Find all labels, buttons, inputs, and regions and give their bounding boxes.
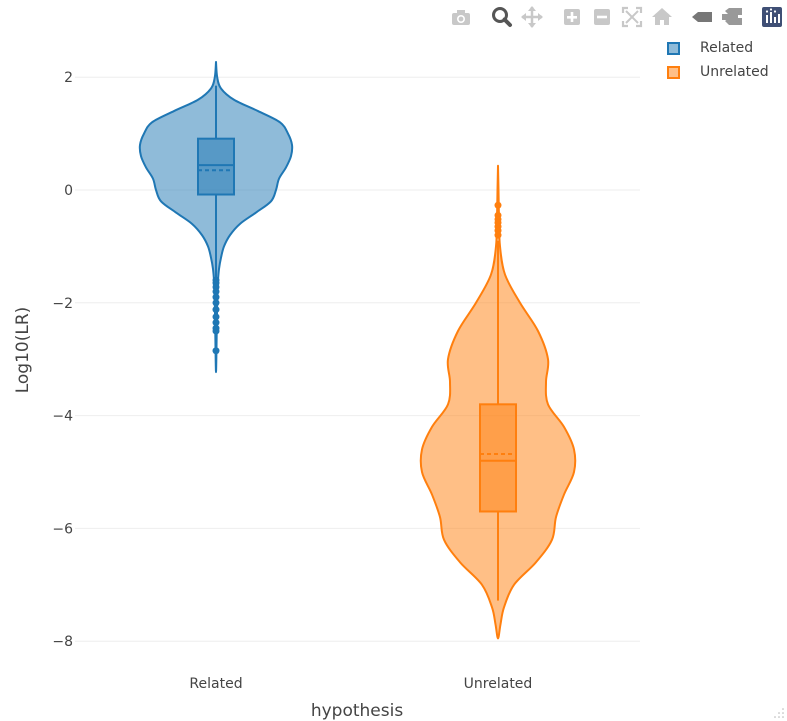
outlier-point[interactable] xyxy=(212,319,220,327)
legend-label-related: Related xyxy=(700,40,754,56)
hover-compare-icon[interactable] xyxy=(719,4,745,30)
x-tick-label: Unrelated xyxy=(464,676,533,692)
spike-lines-icon[interactable] xyxy=(689,4,715,30)
violin-unrelated[interactable] xyxy=(419,164,577,640)
y-tick-label: −2 xyxy=(52,296,73,312)
zoom-icon[interactable] xyxy=(488,4,514,30)
outlier-point[interactable] xyxy=(212,299,220,307)
y-tick-label: −6 xyxy=(52,521,73,537)
outlier-point[interactable] xyxy=(212,306,220,314)
outlier-point[interactable] xyxy=(212,288,220,296)
legend-item-unrelated[interactable]: Unrelated xyxy=(664,62,782,86)
violin-related[interactable] xyxy=(138,60,294,374)
outlier-point[interactable] xyxy=(494,231,502,239)
outlier-point[interactable] xyxy=(212,327,220,335)
y-tick-label: −8 xyxy=(52,634,73,650)
x-tick-labels: Related Unrelated xyxy=(189,676,532,692)
camera-icon[interactable] xyxy=(448,4,474,30)
zoom-in-icon[interactable] xyxy=(559,4,585,30)
pan-icon[interactable] xyxy=(519,4,545,30)
y-tick-label: 2 xyxy=(64,70,73,86)
violins[interactable] xyxy=(138,60,577,640)
legend-item-related[interactable]: Related xyxy=(664,38,782,62)
y-tick-label: −4 xyxy=(52,409,73,425)
legend: Related Unrelated xyxy=(664,38,782,86)
x-tick-label: Related xyxy=(189,676,242,692)
iqr-box[interactable] xyxy=(479,403,517,513)
outlier-point[interactable] xyxy=(212,313,220,321)
legend-label-unrelated: Unrelated xyxy=(700,64,769,80)
legend-swatch-related xyxy=(667,42,680,55)
y-axis-title: Log10(LR) xyxy=(13,307,33,394)
iqr-box[interactable] xyxy=(197,137,235,196)
y-tick-label: 0 xyxy=(64,183,73,199)
outlier-point[interactable] xyxy=(212,347,220,355)
x-axis-title: hypothesis xyxy=(311,701,404,721)
home-icon[interactable] xyxy=(649,4,675,30)
plotly-logo-icon[interactable] xyxy=(759,4,785,30)
outlier-point[interactable] xyxy=(494,201,502,209)
resize-grip-icon[interactable] xyxy=(773,707,785,719)
legend-swatch-unrelated xyxy=(667,66,680,79)
outlier-point[interactable] xyxy=(212,293,220,301)
zoom-out-icon[interactable] xyxy=(589,4,615,30)
autoscale-icon[interactable] xyxy=(619,4,645,30)
y-tick-labels: 2 0 −2 −4 −6 −8 xyxy=(52,70,73,650)
